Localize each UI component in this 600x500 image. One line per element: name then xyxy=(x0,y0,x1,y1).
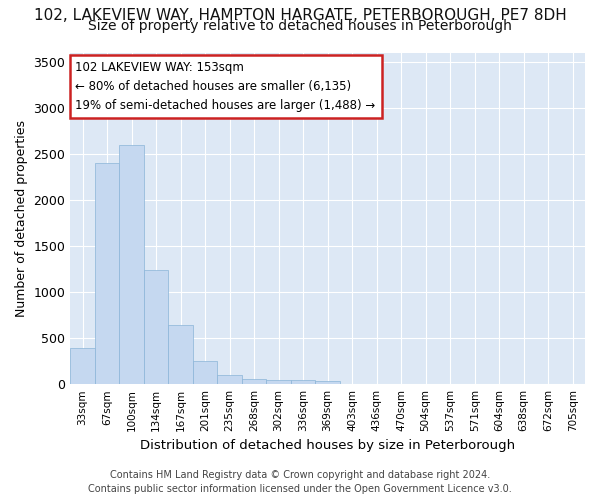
Text: Contains HM Land Registry data © Crown copyright and database right 2024.
Contai: Contains HM Land Registry data © Crown c… xyxy=(88,470,512,494)
Text: 102 LAKEVIEW WAY: 153sqm
← 80% of detached houses are smaller (6,135)
19% of sem: 102 LAKEVIEW WAY: 153sqm ← 80% of detach… xyxy=(76,61,376,112)
Bar xyxy=(119,144,144,384)
Text: Size of property relative to detached houses in Peterborough: Size of property relative to detached ho… xyxy=(88,19,512,33)
Bar xyxy=(169,325,193,384)
Bar xyxy=(291,380,316,384)
Bar xyxy=(95,163,119,384)
Bar xyxy=(266,380,291,384)
Bar xyxy=(316,382,340,384)
X-axis label: Distribution of detached houses by size in Peterborough: Distribution of detached houses by size … xyxy=(140,440,515,452)
Bar xyxy=(217,375,242,384)
Bar xyxy=(70,348,95,384)
Bar xyxy=(193,360,217,384)
Text: 102, LAKEVIEW WAY, HAMPTON HARGATE, PETERBOROUGH, PE7 8DH: 102, LAKEVIEW WAY, HAMPTON HARGATE, PETE… xyxy=(34,8,566,22)
Bar xyxy=(144,270,169,384)
Y-axis label: Number of detached properties: Number of detached properties xyxy=(15,120,28,317)
Bar xyxy=(242,379,266,384)
